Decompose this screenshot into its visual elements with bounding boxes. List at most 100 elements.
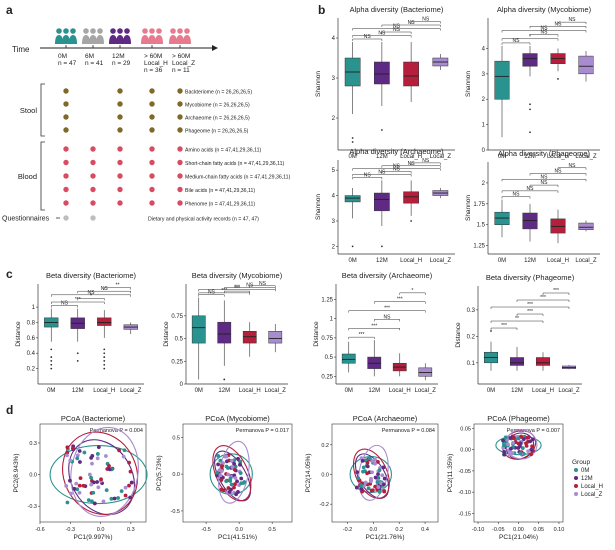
sample-point [373, 457, 378, 462]
sig-label: NS [88, 290, 96, 296]
box-12M [374, 61, 390, 85]
stool-dot [63, 101, 69, 107]
blood-dot [90, 186, 96, 193]
people-icon [169, 28, 191, 44]
sig-bracket [77, 290, 131, 294]
sig-label: NS [384, 314, 392, 320]
sample-point [501, 438, 505, 443]
chart-alpha-archaeome: Alpha diversity (Archaeome) 2 3 4 5 Shannon 0M… [315, 147, 455, 264]
person-head [97, 28, 103, 34]
sig-bracket [490, 320, 544, 324]
x-tick-label: Local_H [400, 258, 422, 264]
sample-point [521, 437, 526, 442]
sig-label: *** [384, 306, 390, 312]
people-icon [109, 28, 131, 44]
person-body [62, 35, 70, 44]
sample-point [235, 479, 239, 484]
blood-dot [90, 173, 96, 179]
y-tick-label: 0.6 [27, 336, 36, 342]
sample-point [375, 480, 380, 485]
sample-point [503, 435, 508, 440]
sig-label: *** [359, 332, 365, 338]
y-tick-label: 0.1 [467, 361, 476, 367]
sig-label: * [412, 288, 414, 294]
stool-row-label: Mycobiome (n = 26,26,26,5) [185, 102, 250, 108]
timepoint-label: Local_H [144, 60, 168, 67]
stool-dot [117, 114, 123, 120]
blood-row-label: Medium-chain fatty acids (n = 47,41,29,3… [185, 174, 291, 180]
y-axis-label: Shannon [465, 71, 472, 97]
sample-point [68, 478, 72, 483]
sample-point [529, 447, 534, 452]
people-icon [55, 28, 77, 44]
sig-label: NS [422, 17, 430, 23]
stool-row-label: Phageome (n = 26,26,26,5) [185, 128, 249, 134]
sample-point [78, 476, 83, 481]
chart-title: Beta diversity (Archaeome) [342, 271, 433, 280]
sample-point [359, 483, 364, 488]
chart-alpha-bacteriome: Alpha diversity (Bacteriome) 2 3 4 Shannon 0M… [315, 5, 455, 160]
sample-point [218, 458, 223, 463]
person-body [155, 35, 163, 44]
sample-point [69, 491, 73, 496]
sample-point [109, 496, 114, 501]
chart-title: PCoA (Archaeome) [353, 414, 418, 423]
sig-label: *** [527, 309, 533, 315]
sig-bracket [249, 285, 276, 288]
sample-point [525, 435, 530, 440]
blood-label: Blood [18, 172, 37, 181]
x-tick-label: Local_H [532, 388, 554, 394]
y-tick-label: 1.5 [477, 223, 486, 229]
sample-point [236, 456, 240, 461]
legend-item-label: Local_H [581, 484, 603, 490]
sample-point [238, 462, 242, 467]
legend-item-label: 0M [581, 468, 589, 474]
timepoint-label: > 60M [172, 53, 190, 60]
x-tick-label: 12M [376, 154, 388, 160]
y-tick-label: 1 [32, 305, 36, 311]
y-tick-label: 0.25 [321, 374, 333, 380]
box-Local_H [242, 331, 257, 344]
person-body [183, 35, 191, 44]
y-tick-label: 1 [482, 123, 486, 129]
sample-point [72, 486, 77, 491]
outlier-point [490, 330, 492, 332]
outlier-point [557, 78, 559, 80]
y-tick-label: 0 [180, 382, 184, 388]
quest-dot [90, 215, 96, 221]
sample-point [104, 454, 108, 458]
sample-point [96, 485, 101, 490]
sample-point [222, 454, 227, 459]
sig-label: *** [371, 323, 377, 329]
sample-point [119, 489, 124, 494]
sig-label: *** [540, 295, 546, 301]
sig-label: NS [393, 164, 401, 170]
sig-bracket [529, 184, 559, 188]
timepoint-label: 6M [85, 53, 94, 60]
blood-dot [177, 186, 183, 193]
chart-title: Beta diversity (Mycobiome) [192, 271, 283, 280]
outlier-point [529, 103, 531, 106]
blood-dot [63, 159, 69, 166]
person-body [169, 35, 177, 44]
sample-point [90, 499, 94, 504]
sample-point [520, 446, 525, 451]
sample-point [365, 460, 370, 465]
sample-point [233, 464, 238, 469]
stool-label: Stool [20, 106, 37, 115]
y-tick-label: 0.2 [321, 443, 329, 449]
x-tick-label: 12M [368, 388, 380, 394]
sig-label: NS [408, 161, 416, 167]
panel-letter-a: a [6, 3, 13, 17]
outlier-point [103, 352, 106, 355]
x-tick-label: 0.5 [268, 527, 276, 533]
stool-dot [177, 127, 183, 133]
sample-point [382, 489, 387, 494]
sig-bracket [490, 306, 570, 310]
y-tick-label: 0.0 [29, 473, 37, 479]
sample-point [219, 487, 224, 492]
chart-beta-bacteriome: Beta diversity (Bacteriome) 0.2 0.4 0.6 0.8 1… [15, 271, 144, 394]
outlier-point [103, 363, 106, 366]
sample-point [233, 482, 237, 487]
y-tick-label: 1.25 [473, 244, 485, 250]
